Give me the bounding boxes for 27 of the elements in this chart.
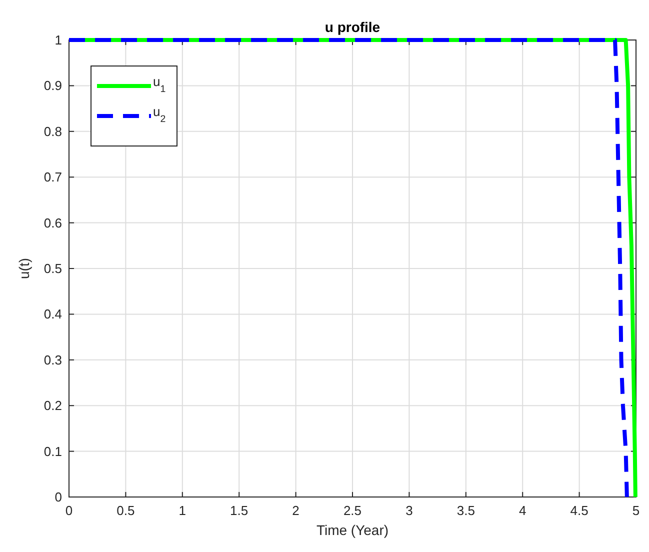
x-tick-label: 3.5	[456, 503, 475, 518]
y-axis-title: u(t)	[16, 258, 32, 279]
y-tick-label: 0.8	[44, 124, 62, 139]
y-tick-label: 0.3	[44, 352, 62, 368]
x-tick-label: 1	[178, 503, 186, 518]
y-tick-label: 0.1	[44, 444, 62, 459]
legend-label: u$_{1}$	[153, 74, 166, 94]
x-axis-title: Time (Year)	[316, 522, 389, 538]
y-tick-label: 0.7	[44, 170, 62, 185]
x-tick-label: 3	[406, 503, 413, 518]
y-tick-label: 0.4	[44, 306, 62, 322]
chart-title: u profile	[324, 19, 380, 35]
x-tick-label: 2	[292, 503, 300, 518]
x-tick-label: 0.5	[116, 503, 135, 518]
y-tick-label: 0.2	[44, 398, 62, 414]
y-tick-label: 0.9	[44, 78, 62, 94]
x-tick-label: 5	[632, 503, 640, 518]
y-tick-label: 0	[54, 490, 62, 504]
y-tick-label: 0.6	[44, 215, 62, 230]
x-tick-label: 0	[65, 503, 73, 518]
x-tick-label: 1.5	[230, 503, 248, 518]
x-tick-label: 4.5	[570, 503, 588, 518]
y-tick-label: 0.5	[44, 261, 62, 276]
legend-label: u$_{2}$	[153, 104, 166, 124]
x-tick-label: 2.5	[343, 503, 362, 518]
x-tick-label: 4	[518, 503, 526, 518]
y-tick-label: 1	[54, 32, 62, 48]
